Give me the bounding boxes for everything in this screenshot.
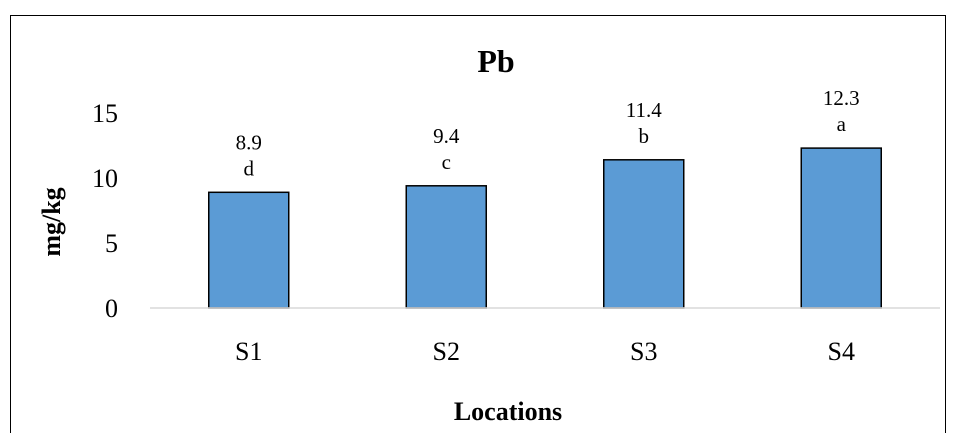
x-axis-ticks: S1 S2 S3 S4: [235, 337, 855, 366]
data-labels: d8.9 c9.4 b11.4 a12.3: [236, 86, 860, 180]
y-tick-label: 15: [92, 99, 118, 128]
y-tick-label: 5: [105, 229, 118, 258]
x-axis-title: Locations: [454, 397, 562, 426]
significance-letter-s4: a: [837, 112, 847, 136]
value-label-s2: 9.4: [433, 124, 460, 148]
value-label-s3: 11.4: [626, 98, 662, 122]
x-tick-label-s2: S2: [433, 337, 460, 366]
bars: [208, 147, 882, 309]
significance-letter-s2: c: [442, 150, 451, 174]
bar-s3: [603, 159, 685, 309]
x-tick-label-s4: S4: [828, 337, 855, 366]
y-axis-title: mg/kg: [37, 187, 66, 256]
value-label-s4: 12.3: [823, 86, 860, 110]
value-label-s1: 8.9: [236, 130, 262, 154]
significance-letter-s1: d: [244, 156, 255, 180]
x-tick-label-s1: S1: [235, 337, 262, 366]
chart-title: Pb: [477, 43, 514, 79]
y-tick-label: 10: [92, 164, 118, 193]
bar-s4: [800, 147, 882, 309]
bar-s2: [405, 185, 487, 309]
y-tick-label: 0: [105, 294, 118, 323]
x-tick-label-s3: S3: [630, 337, 657, 366]
significance-letter-s3: b: [639, 124, 650, 148]
y-axis-ticks: 0 5 10 15: [92, 99, 118, 323]
bar-s1: [208, 191, 290, 309]
